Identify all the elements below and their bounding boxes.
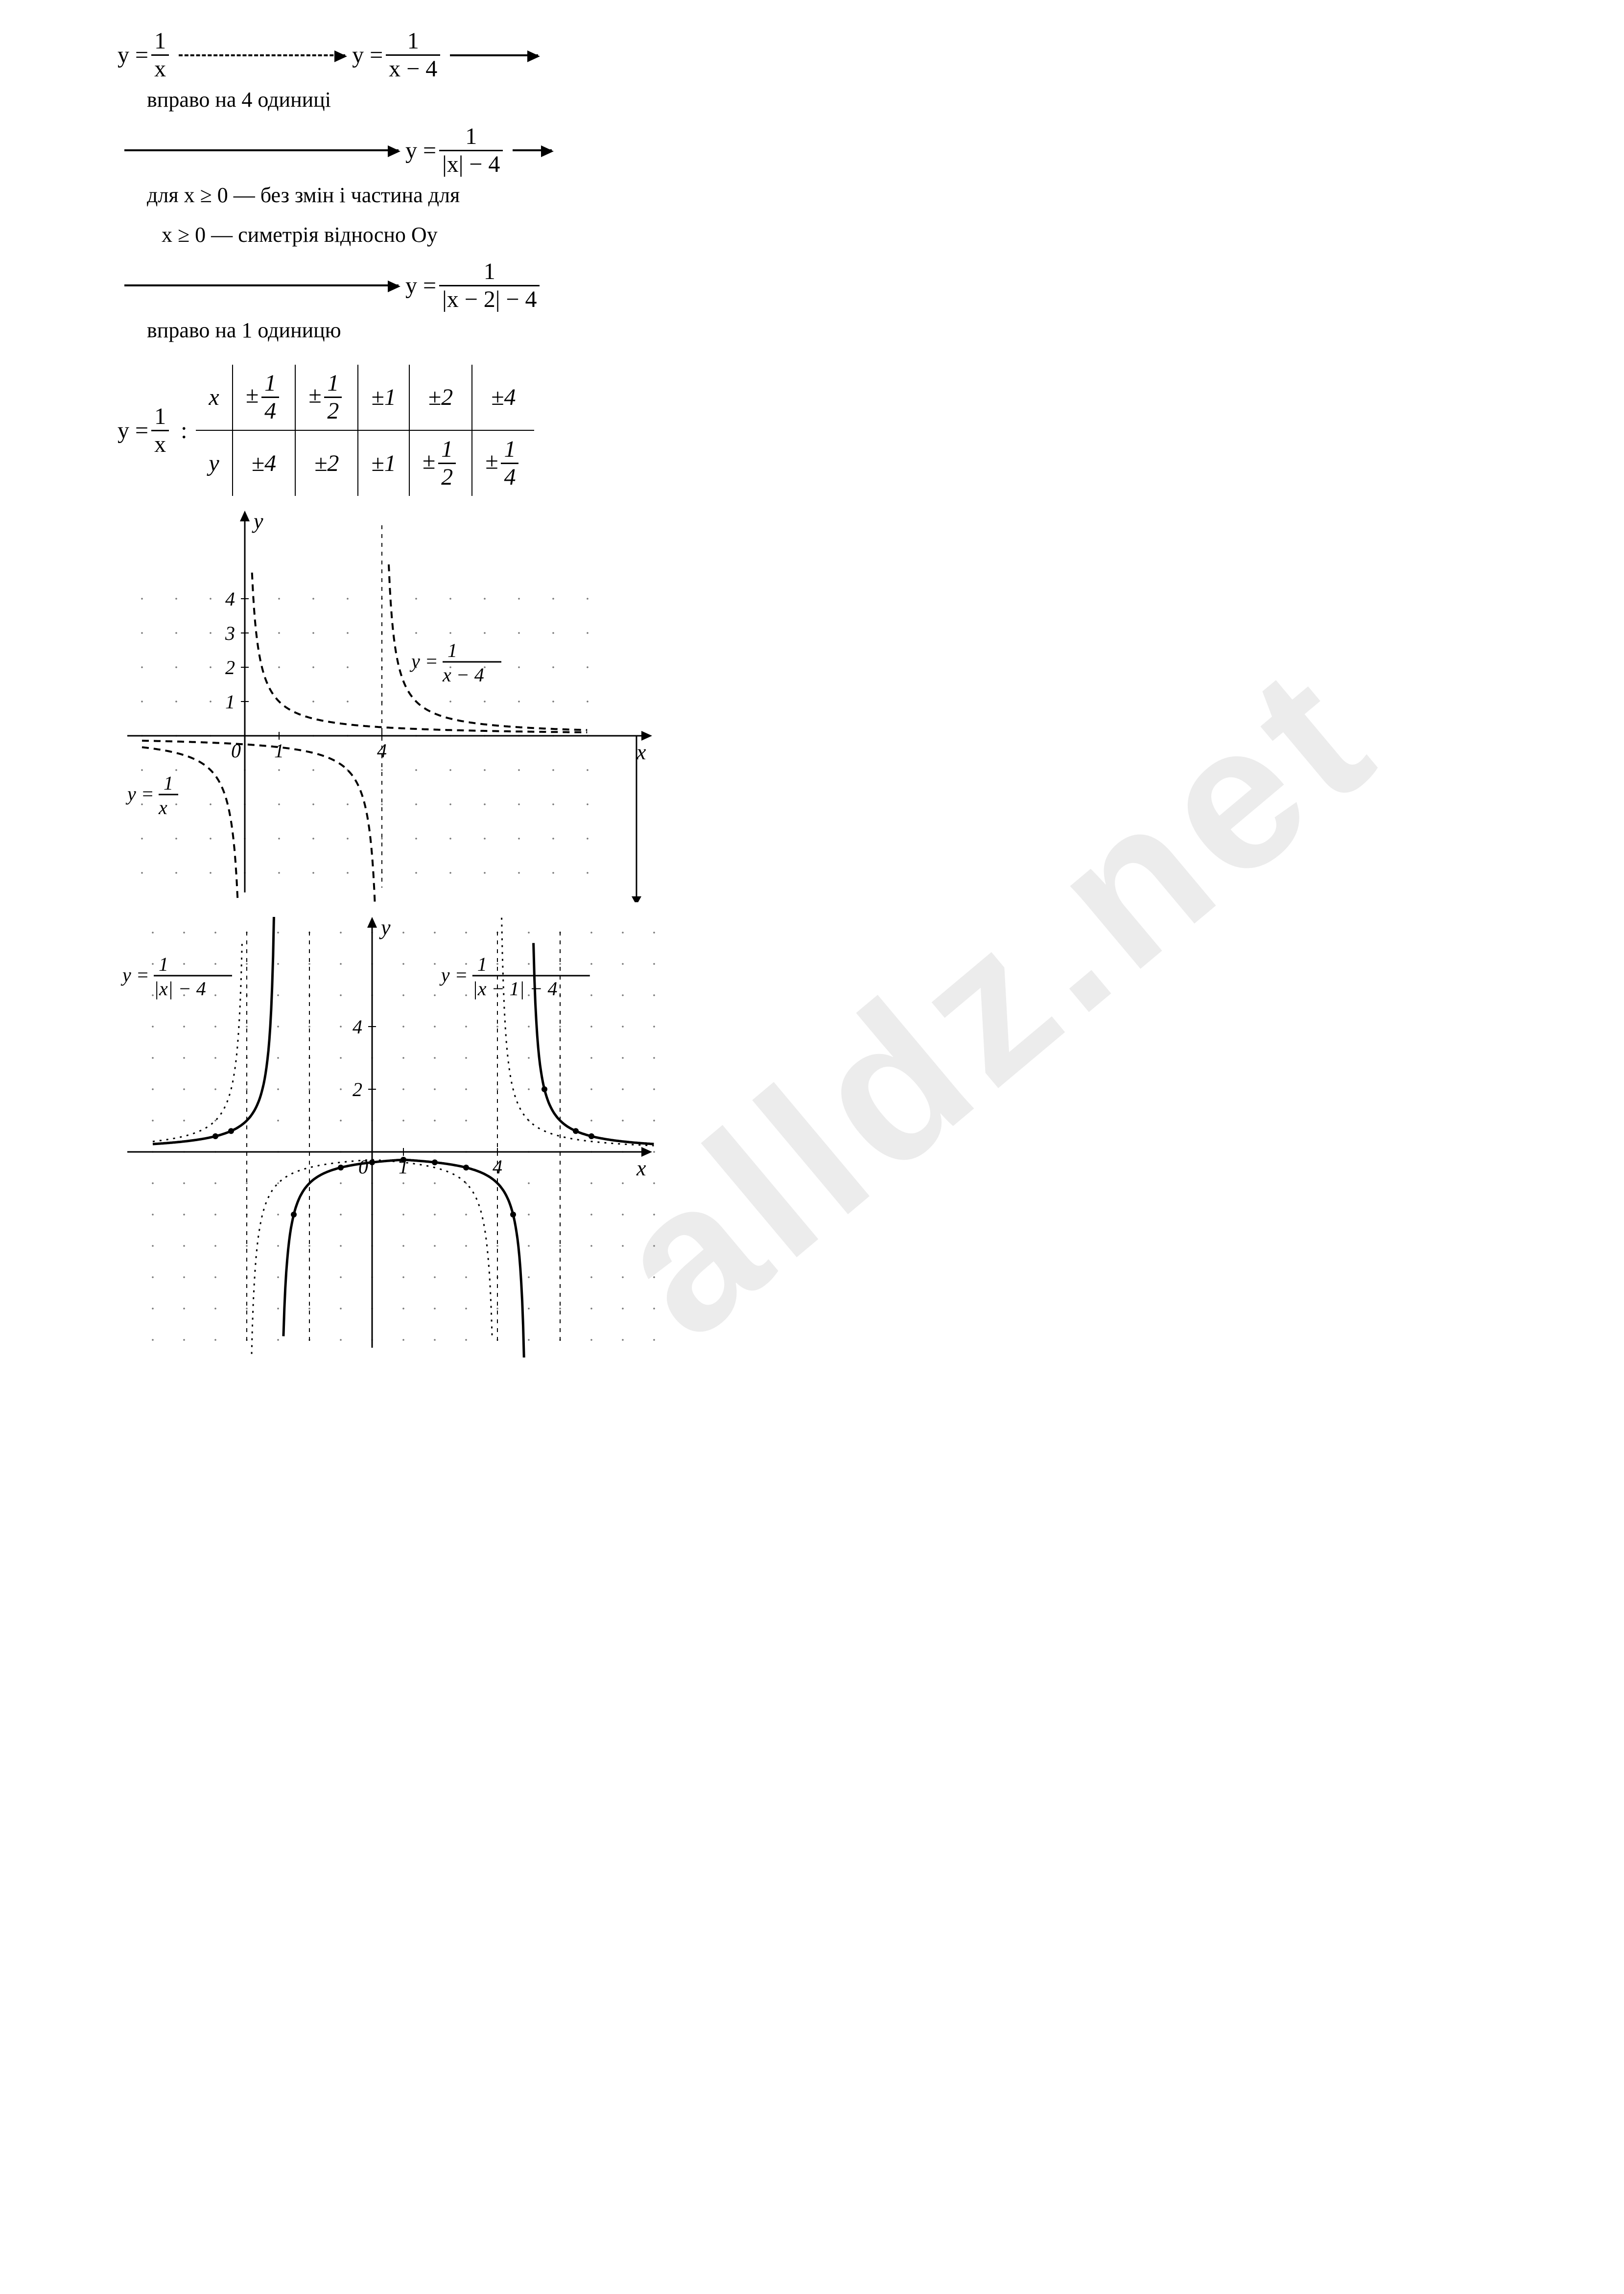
pm: ± — [423, 448, 435, 474]
svg-text:y =: y = — [120, 964, 149, 986]
caption-1: вправо на 4 одиниці — [147, 85, 803, 115]
svg-text:y: y — [252, 511, 263, 533]
svg-text:1: 1 — [225, 691, 235, 713]
svg-text:x: x — [636, 1156, 646, 1180]
svg-text:y =: y = — [125, 783, 154, 805]
svg-text:x: x — [158, 796, 167, 819]
svg-text:|x| − 4: |x| − 4 — [154, 978, 206, 1000]
svg-text:2: 2 — [225, 656, 235, 679]
eqn-f3-frac: 1 |x| − 4 — [439, 125, 503, 176]
svg-text:1: 1 — [447, 639, 457, 661]
table-colon: : — [181, 414, 187, 447]
caption-3: вправо на 1 одиницю — [147, 315, 803, 346]
svg-text:y: y — [379, 917, 391, 939]
value-table: x ±14 ±12 ±1 ±2 ±4 y ±4 ±2 ±1 ±12 ±14 — [196, 365, 534, 496]
eqn-f4-frac: 1 |x − 2| − 4 — [439, 260, 540, 311]
svg-text:0: 0 — [358, 1156, 368, 1178]
svg-text:4: 4 — [493, 1156, 502, 1178]
svg-text:4: 4 — [353, 1016, 362, 1038]
chart-2: 24014xyy =1|x| − 4y =1|x − 1| − 4 — [118, 917, 803, 1358]
chart-1: 1234014xyy =1xy =1x − 4 — [118, 511, 803, 902]
svg-text:4: 4 — [225, 588, 235, 610]
step-3: y = 1 |x − 2| − 4 — [118, 260, 803, 311]
eqn-f2-frac: 1 x − 4 — [386, 29, 440, 81]
caption-2b: x ≥ 0 — симетрія відносно Oy — [162, 220, 803, 250]
svg-text:x: x — [636, 740, 646, 764]
svg-text:4: 4 — [377, 740, 387, 762]
table-prefix-frac: 1 x — [151, 405, 169, 456]
eqn-f1-lhs: y = — [118, 39, 148, 71]
svg-text:3: 3 — [225, 622, 235, 644]
eqn-f1-frac: 1 x — [151, 29, 169, 81]
arrow-solid-icon — [124, 149, 399, 151]
table-row: y ±4 ±2 ±1 ±12 ±14 — [196, 430, 534, 496]
step-1: y = 1 x y = 1 x − 4 — [118, 29, 803, 81]
step-2: y = 1 |x| − 4 — [118, 125, 803, 176]
eqn-f2-lhs: y = — [352, 39, 383, 71]
svg-text:x − 4: x − 4 — [442, 664, 484, 686]
arrow-solid-icon — [450, 54, 538, 56]
arrow-dashed-icon — [179, 54, 345, 56]
eqn-f3-lhs: y = — [405, 134, 436, 167]
transform-chain: y = 1 x y = 1 x − 4 вправо на 4 одиниці … — [118, 29, 803, 345]
value-table-wrap: y = 1 x : x ±14 ±12 ±1 ±2 ±4 y ±4 ±2 ±1 … — [118, 365, 803, 496]
page-content: y = 1 x y = 1 x − 4 вправо на 4 одиниці … — [118, 29, 803, 1358]
table-row: x ±14 ±12 ±1 ±2 ±4 — [196, 365, 534, 430]
caption-2a: для x ≥ 0 — без змін і частина для — [147, 180, 803, 211]
svg-text:1: 1 — [477, 953, 487, 975]
pm: ± — [308, 382, 321, 408]
svg-text:|x − 1| − 4: |x − 1| − 4 — [472, 978, 558, 1000]
table-prefix-lhs: y = — [118, 414, 148, 447]
svg-text:1: 1 — [274, 740, 284, 762]
svg-text:y =: y = — [409, 650, 438, 672]
arrow-solid-icon — [513, 149, 552, 151]
svg-text:2: 2 — [353, 1078, 362, 1100]
pm: ± — [246, 382, 259, 408]
pm: ± — [485, 448, 498, 474]
svg-text:y =: y = — [439, 964, 468, 986]
svg-text:1: 1 — [164, 772, 173, 794]
svg-text:1: 1 — [159, 953, 168, 975]
arrow-solid-icon — [124, 284, 399, 286]
eqn-f4-lhs: y = — [405, 269, 436, 302]
